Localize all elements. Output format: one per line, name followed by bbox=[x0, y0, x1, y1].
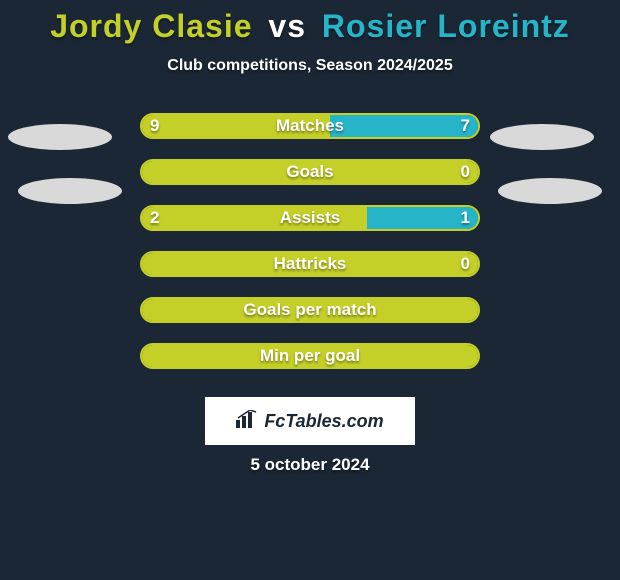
bar-track bbox=[140, 297, 480, 323]
bar-left-fill bbox=[142, 161, 478, 183]
decorative-ellipse bbox=[498, 178, 602, 204]
value-left: 9 bbox=[150, 113, 159, 139]
subtitle: Club competitions, Season 2024/2025 bbox=[0, 57, 620, 75]
bar-left-fill bbox=[142, 299, 478, 321]
bar-track bbox=[140, 113, 480, 139]
value-right: 0 bbox=[461, 159, 470, 185]
logo-chart-icon bbox=[236, 410, 258, 433]
value-right: 1 bbox=[461, 205, 470, 231]
stat-row: Min per goal bbox=[0, 343, 620, 389]
value-left: 2 bbox=[150, 205, 159, 231]
bar-left-fill bbox=[142, 253, 478, 275]
bar-left-fill bbox=[142, 207, 367, 229]
title-player1: Jordy Clasie bbox=[50, 8, 252, 44]
bar-left-fill bbox=[142, 345, 478, 367]
title-player2: Rosier Loreintz bbox=[322, 8, 570, 44]
date-text: 5 october 2024 bbox=[0, 455, 620, 475]
bar-track bbox=[140, 159, 480, 185]
stat-row: Goals per match bbox=[0, 297, 620, 343]
decorative-ellipse bbox=[490, 124, 594, 150]
decorative-ellipse bbox=[18, 178, 122, 204]
title-vs: vs bbox=[268, 8, 306, 44]
logo-text: FcTables.com bbox=[264, 411, 383, 432]
bar-right-fill bbox=[330, 115, 478, 137]
stat-rows: Matches97Goals0Assists21Hattricks0Goals … bbox=[0, 113, 620, 389]
stat-row: Assists21 bbox=[0, 205, 620, 251]
bar-track bbox=[140, 205, 480, 231]
stat-row: Hattricks0 bbox=[0, 251, 620, 297]
bar-track bbox=[140, 251, 480, 277]
bar-left-fill bbox=[142, 115, 330, 137]
logo-box: FcTables.com bbox=[205, 397, 415, 445]
decorative-ellipse bbox=[8, 124, 112, 150]
value-right: 0 bbox=[461, 251, 470, 277]
comparison-infographic: Jordy Clasie vs Rosier Loreintz Club com… bbox=[0, 0, 620, 580]
value-right: 7 bbox=[461, 113, 470, 139]
bar-track bbox=[140, 343, 480, 369]
title: Jordy Clasie vs Rosier Loreintz bbox=[0, 0, 620, 45]
